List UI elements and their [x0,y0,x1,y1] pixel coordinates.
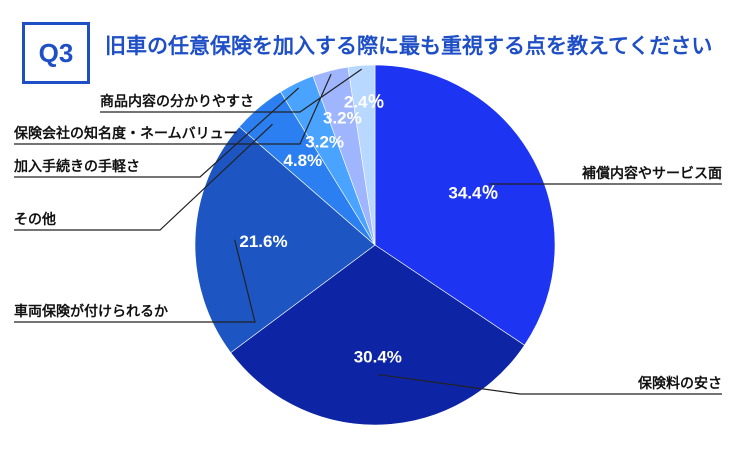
leader-line [14,87,300,178]
category-label: 商品内容の分かりやすさ [100,93,254,110]
pie-slice [347,64,376,246]
leader-line [14,123,273,231]
slice-value-label: 21.6% [239,232,287,251]
pie-slice [374,64,556,346]
category-label: 保険料の安さ [637,375,722,392]
slice-value-label: 3.2% [305,132,344,151]
category-label: その他 [14,211,56,228]
slice-value-label: 34.4％ [448,183,498,202]
question-badge: Q3 [22,22,90,84]
category-label: 補償内容やサービス面 [581,165,722,182]
pie-slice [194,126,376,354]
leader-line [100,68,363,113]
chart-title: 旧車の任意保険を加入する際に最も重視する点を教えてください [105,34,713,58]
pie-slice [230,244,525,426]
category-label: 加入手続きの手軽さ [13,158,140,175]
slice-value-label: 30.4% [354,348,402,367]
category-label: 保険会社の知名度・ネームバリュー [13,125,238,142]
category-label: 車両保険が付けられるか [14,303,168,320]
slice-value-label: 2.4％ [344,92,385,111]
slice-value-label: 3.2% [323,109,362,128]
slice-value-label: 4.8% [283,151,322,170]
leader-line [378,373,722,395]
leader-line [14,239,256,323]
